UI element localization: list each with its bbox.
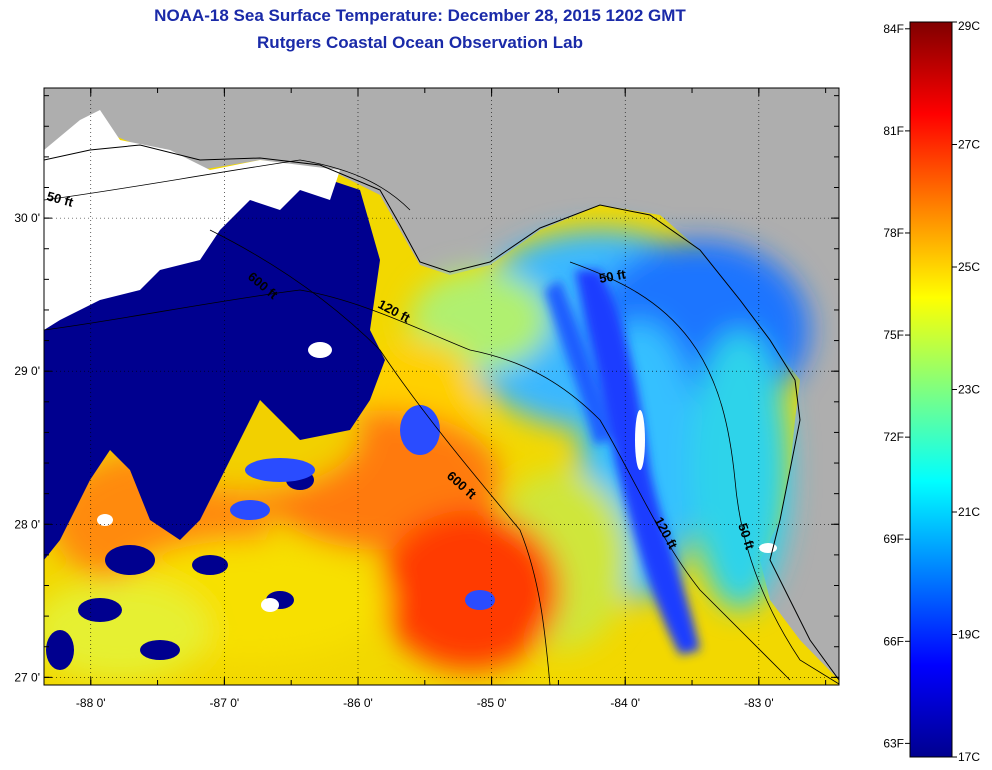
axis-ticks: [44, 88, 839, 685]
colorbar-label-f: 84F: [883, 22, 904, 36]
contour-120ft: [44, 289, 791, 681]
contour-label: 50 ft: [598, 266, 628, 286]
x-tick-label: -83 0': [744, 696, 774, 710]
contour-50ft-east: [569, 261, 839, 685]
colorbar-label-c: 29C: [958, 19, 980, 33]
colorbar-label-f: 81F: [883, 124, 904, 138]
colorbar-label-f: 63F: [883, 736, 904, 750]
map-title: NOAA-18 Sea Surface Temperature: Decembe…: [154, 6, 686, 25]
coastline: [44, 144, 839, 681]
x-tick-label: -88 0': [76, 696, 106, 710]
map-subtitle: Rutgers Coastal Ocean Observation Lab: [257, 33, 583, 52]
contour-600ft: [209, 229, 551, 685]
y-tick-label: 27 0': [14, 670, 40, 684]
axis-tick-labels: -88 0' -87 0' -86 0' -85 0' -84 0' -83 0' 30 0…: [14, 211, 773, 710]
y-tick-label: 29 0': [14, 364, 40, 378]
sst-image: [44, 88, 839, 685]
colorbar-label-c: 19C: [958, 628, 980, 642]
colorbar-label-f: 66F: [883, 634, 904, 648]
colorbar-labels: 29C 27C 25C 23C 21C 19C 17C 84F 81F 78F 75F 72F 69F 6…: [883, 19, 980, 764]
colorbar-label-c: 25C: [958, 260, 980, 274]
colorbar: [909, 21, 953, 758]
colorbar-ticks: [905, 21, 957, 758]
colorbar-label-f: 69F: [883, 532, 904, 546]
x-tick-label: -85 0': [477, 696, 507, 710]
colorbar-label-c: 21C: [958, 505, 980, 519]
x-tick-label: -86 0': [343, 696, 373, 710]
colorbar-label-f: 75F: [883, 328, 904, 342]
graticule: [44, 88, 839, 685]
colorbar-label-f: 78F: [883, 226, 904, 240]
contour-50ft-west: [44, 159, 411, 211]
y-tick-label: 28 0': [14, 517, 40, 531]
colorbar-label-c: 27C: [958, 138, 980, 152]
plot-frame: [43, 87, 840, 686]
x-tick-label: -87 0': [210, 696, 240, 710]
colorbar-label-f: 72F: [883, 430, 904, 444]
y-tick-label: 30 0': [14, 211, 40, 225]
colorbar-label-c: 17C: [958, 750, 980, 764]
colorbar-label-c: 23C: [958, 383, 980, 397]
x-tick-label: -84 0': [610, 696, 640, 710]
contour-label: 50 ft: [45, 188, 75, 210]
